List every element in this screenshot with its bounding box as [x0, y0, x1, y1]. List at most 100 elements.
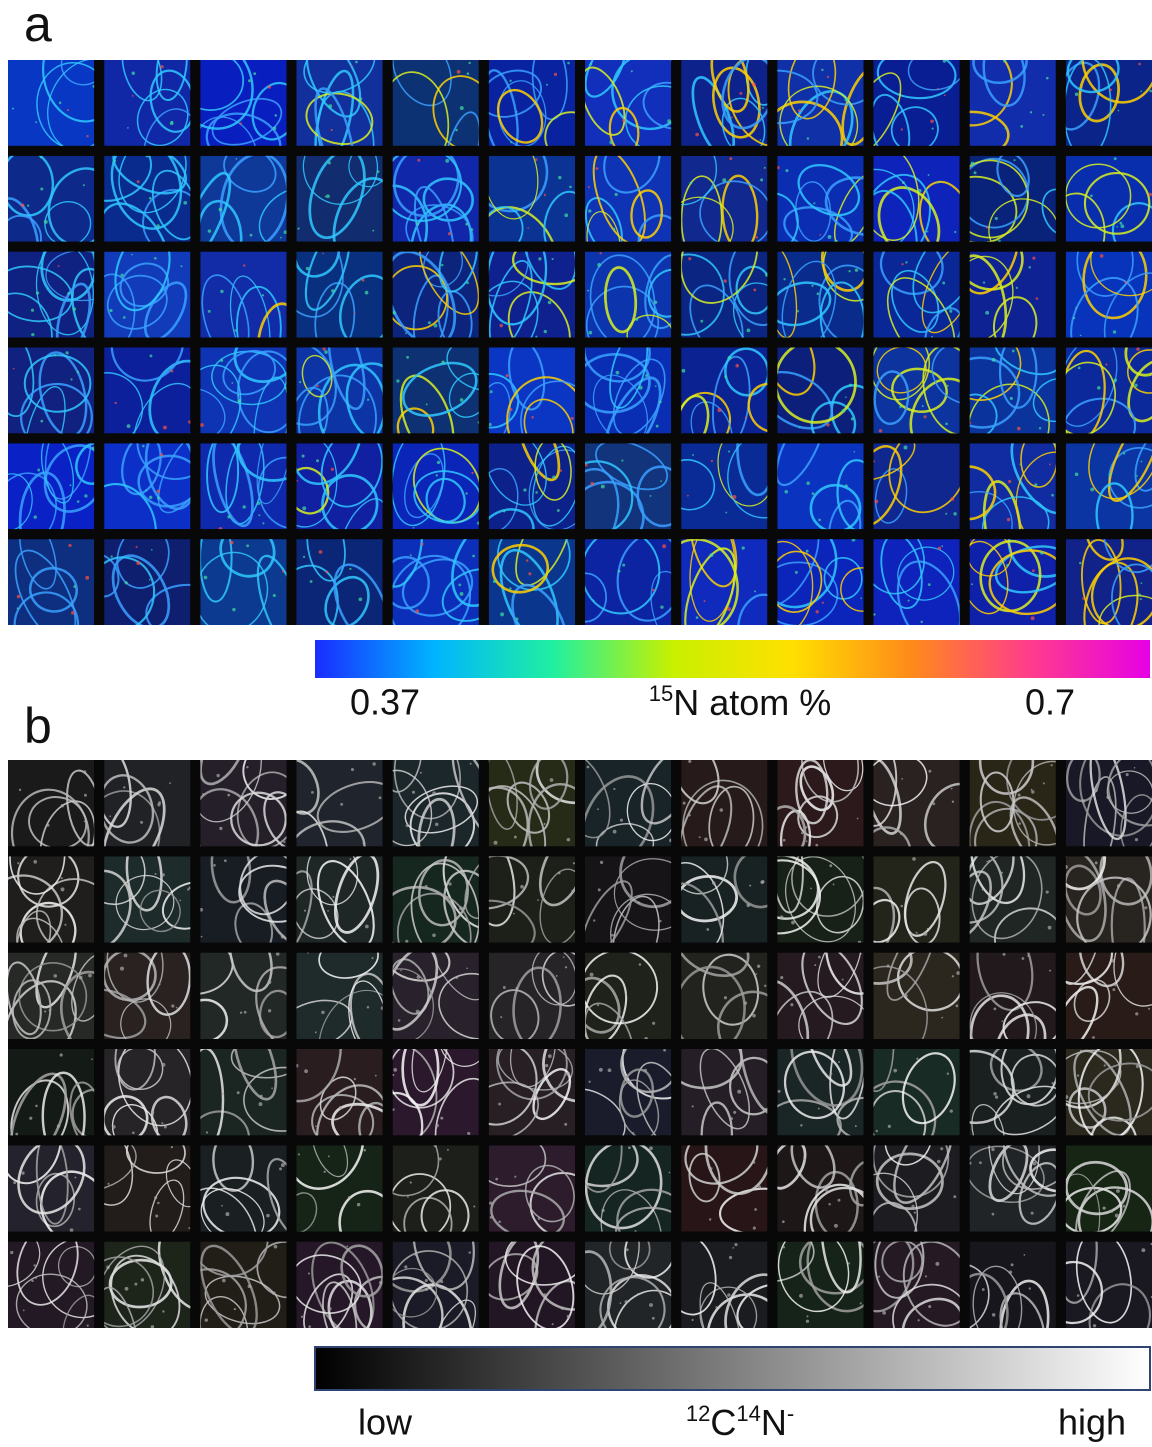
cell-outline: [392, 1276, 444, 1328]
cell-outline: [924, 782, 960, 847]
speck: [275, 952, 280, 956]
tile-background: [392, 155, 479, 242]
cell-outline: [873, 1241, 915, 1313]
cell-outline: [873, 445, 903, 527]
cell-outline: [585, 880, 633, 943]
cell-outline: [118, 1049, 191, 1127]
speck: [298, 380, 302, 384]
speck: [88, 973, 92, 978]
cell-outline: [1127, 349, 1152, 394]
image-tile: [296, 60, 383, 146]
speck: [667, 119, 672, 124]
image-tile: [104, 856, 191, 943]
image-tile: [873, 347, 960, 434]
speck: [711, 881, 716, 885]
image-tile: [681, 1145, 768, 1232]
speck: [234, 329, 237, 332]
speck: [1136, 347, 1140, 351]
speck: [283, 840, 286, 844]
image-tile: [488, 1145, 576, 1232]
speck: [412, 526, 415, 529]
cell-outline: [681, 862, 725, 943]
image-tile: [8, 856, 95, 943]
speck: [1047, 925, 1052, 930]
speck: [617, 569, 621, 573]
cell-outline: [875, 1152, 944, 1211]
cell-outline: [297, 374, 377, 434]
cell-outline: [783, 206, 854, 242]
speck: [221, 1092, 225, 1096]
image-tile: [681, 952, 768, 1040]
speck: [459, 106, 464, 110]
speck: [136, 180, 140, 184]
speck: [1122, 1204, 1126, 1208]
speck: [708, 1218, 712, 1221]
cell-outline: [873, 168, 915, 242]
speck: [566, 1314, 570, 1319]
cell-outline: [912, 251, 960, 314]
cell-outline: [60, 970, 95, 1040]
speck: [745, 416, 748, 419]
speck: [1106, 795, 1110, 800]
cell-outline: [1110, 877, 1146, 943]
cell-outline: [402, 361, 478, 417]
image-tile: [1065, 1049, 1152, 1136]
image-tile: [681, 347, 768, 434]
cell-outline: [833, 173, 864, 242]
cell-outline: [488, 1081, 540, 1136]
cell-outline: [488, 760, 518, 830]
cell-outline: [333, 856, 380, 934]
speck: [1028, 266, 1031, 269]
speck: [1113, 157, 1117, 161]
speck: [515, 986, 518, 990]
speck: [682, 801, 686, 805]
speck: [703, 600, 706, 603]
tile-background: [392, 347, 479, 434]
tile-background: [488, 155, 575, 242]
speck: [455, 128, 458, 132]
cell-outline: [488, 69, 542, 118]
speck: [489, 1201, 493, 1205]
cell-outline: [993, 1085, 1056, 1136]
image-tile: [873, 155, 960, 242]
speck: [1134, 838, 1139, 842]
cell-outline: [969, 465, 997, 521]
speck: [322, 347, 326, 351]
cell-outline: [35, 1172, 76, 1228]
cell-outline: [488, 856, 516, 927]
cell-outline: [316, 781, 383, 833]
cell-outline: [71, 267, 95, 338]
speck: [136, 561, 141, 565]
speck: [936, 181, 940, 184]
speck: [366, 398, 370, 401]
cell-outline: [417, 797, 456, 847]
speck: [258, 1102, 263, 1107]
speck: [86, 1324, 89, 1327]
cell-outline: [873, 1090, 927, 1136]
cell-outline: [20, 382, 93, 434]
image-tile: [969, 60, 1056, 146]
speck: [981, 1288, 985, 1291]
cell-outline: [585, 467, 620, 530]
cell-outline: [144, 443, 191, 511]
cell-outline: [104, 1145, 134, 1206]
image-tile: [488, 251, 576, 338]
speck: [764, 984, 767, 988]
cell-outline: [972, 1265, 1023, 1328]
cell-outline: [650, 570, 672, 626]
speck: [1010, 1263, 1014, 1267]
cell-outline: [42, 1241, 95, 1319]
speck: [39, 1003, 42, 1007]
speck: [564, 966, 568, 969]
cell-outline: [969, 393, 998, 434]
speck: [1148, 1007, 1151, 1010]
speck: [450, 138, 452, 141]
speck: [466, 281, 469, 285]
cell-outline: [516, 1245, 575, 1328]
speck: [1021, 957, 1025, 960]
cell-outline: [200, 364, 242, 434]
tile-background: [585, 347, 672, 434]
cell-outline: [541, 952, 576, 1007]
cell-outline: [585, 976, 621, 1034]
image-tile: [104, 1145, 191, 1232]
